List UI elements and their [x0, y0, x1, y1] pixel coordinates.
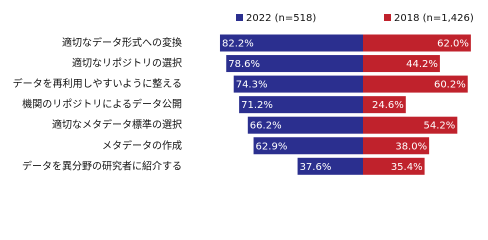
- category-label: データを異分野の研究者に紹介する: [22, 159, 182, 172]
- value-label: 44.2%: [406, 59, 438, 70]
- legend-label: 2022 (n=518): [246, 13, 316, 24]
- legend-swatch: [384, 14, 391, 21]
- bar: [363, 137, 430, 155]
- bar: [233, 75, 363, 93]
- value-label: 37.6%: [300, 162, 332, 173]
- bar: [363, 34, 471, 52]
- category-label: データを再利用しやすいように整える: [13, 77, 182, 90]
- value-label: 78.6%: [228, 59, 260, 70]
- category-label: 適切なデータ形式への変換: [62, 36, 182, 49]
- category-label: 機関のリポジトリによるデータ公開: [22, 98, 182, 111]
- value-label: 62.0%: [437, 39, 469, 50]
- bar: [363, 116, 458, 134]
- bar: [239, 96, 363, 114]
- bar: [363, 96, 406, 114]
- category-label: 適切なメタデータ標準の選択: [52, 118, 182, 131]
- bar: [363, 55, 440, 73]
- value-label: 54.2%: [424, 121, 456, 132]
- value-label: 24.6%: [372, 100, 404, 111]
- bar: [363, 75, 468, 93]
- bar: [253, 137, 363, 155]
- value-label: 66.2%: [250, 121, 282, 132]
- bar: [247, 116, 363, 134]
- value-label: 71.2%: [241, 100, 273, 111]
- legend-label: 2018 (n=1,426): [394, 13, 474, 24]
- bar: [226, 55, 363, 73]
- bar: [219, 34, 363, 52]
- category-label: メタデータの作成: [102, 139, 182, 152]
- value-label: 62.9%: [256, 141, 288, 152]
- value-label: 38.0%: [395, 141, 427, 152]
- bar: [297, 157, 363, 175]
- value-label: 82.2%: [222, 39, 254, 50]
- chart: 2022 (n=518) 2018 (n=1,426) 適切なデータ形式への変換 82…: [13, 13, 474, 175]
- value-label: 35.4%: [391, 162, 423, 173]
- bar: [363, 157, 425, 175]
- value-label: 74.3%: [236, 80, 268, 91]
- value-label: 60.2%: [434, 80, 466, 91]
- category-label: 適切なリポジトリの選択: [72, 57, 182, 70]
- legend-swatch: [236, 14, 243, 21]
